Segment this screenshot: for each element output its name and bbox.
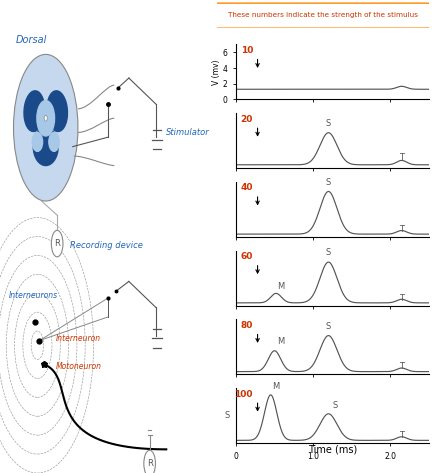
Ellipse shape [44, 115, 47, 121]
Text: 100: 100 [234, 390, 253, 399]
Ellipse shape [39, 102, 52, 144]
Ellipse shape [32, 132, 42, 151]
Text: 20: 20 [241, 114, 253, 123]
Ellipse shape [24, 91, 45, 131]
Text: Motoneuron: Motoneuron [56, 362, 102, 371]
Text: S: S [225, 411, 230, 420]
Text: Time (ms): Time (ms) [308, 445, 357, 455]
Text: These numbers indicate the strength of the stimulus: These numbers indicate the strength of t… [228, 12, 417, 18]
FancyBboxPatch shape [210, 3, 433, 28]
Text: Dorsal: Dorsal [16, 35, 47, 45]
Ellipse shape [33, 128, 58, 166]
Text: S: S [332, 401, 337, 410]
Text: Interneurons: Interneurons [9, 291, 58, 300]
Circle shape [144, 450, 155, 473]
Text: S: S [326, 248, 331, 257]
Circle shape [13, 54, 78, 201]
Text: S: S [326, 178, 331, 187]
Text: Interneuron: Interneuron [56, 333, 101, 342]
Text: S: S [326, 322, 331, 331]
Text: 80: 80 [241, 321, 253, 330]
Text: M: M [272, 382, 280, 391]
Text: S: S [326, 119, 331, 128]
Text: Stimulator: Stimulator [166, 128, 210, 137]
Text: T: T [399, 153, 404, 162]
Text: M: M [277, 281, 284, 290]
Text: 60: 60 [241, 252, 253, 261]
Text: R: R [54, 239, 60, 248]
Text: M: M [277, 337, 284, 346]
Ellipse shape [37, 101, 55, 136]
Text: T: T [399, 431, 404, 440]
Text: T: T [399, 294, 404, 303]
Y-axis label: V (mv): V (mv) [213, 59, 221, 85]
Text: Recording device: Recording device [70, 241, 142, 251]
Text: 40: 40 [240, 184, 253, 193]
Text: R: R [147, 459, 152, 468]
Circle shape [52, 230, 63, 257]
Ellipse shape [47, 91, 68, 131]
Text: 10: 10 [241, 46, 253, 55]
Text: T: T [399, 225, 404, 234]
Text: T: T [399, 362, 404, 371]
Ellipse shape [49, 132, 59, 151]
